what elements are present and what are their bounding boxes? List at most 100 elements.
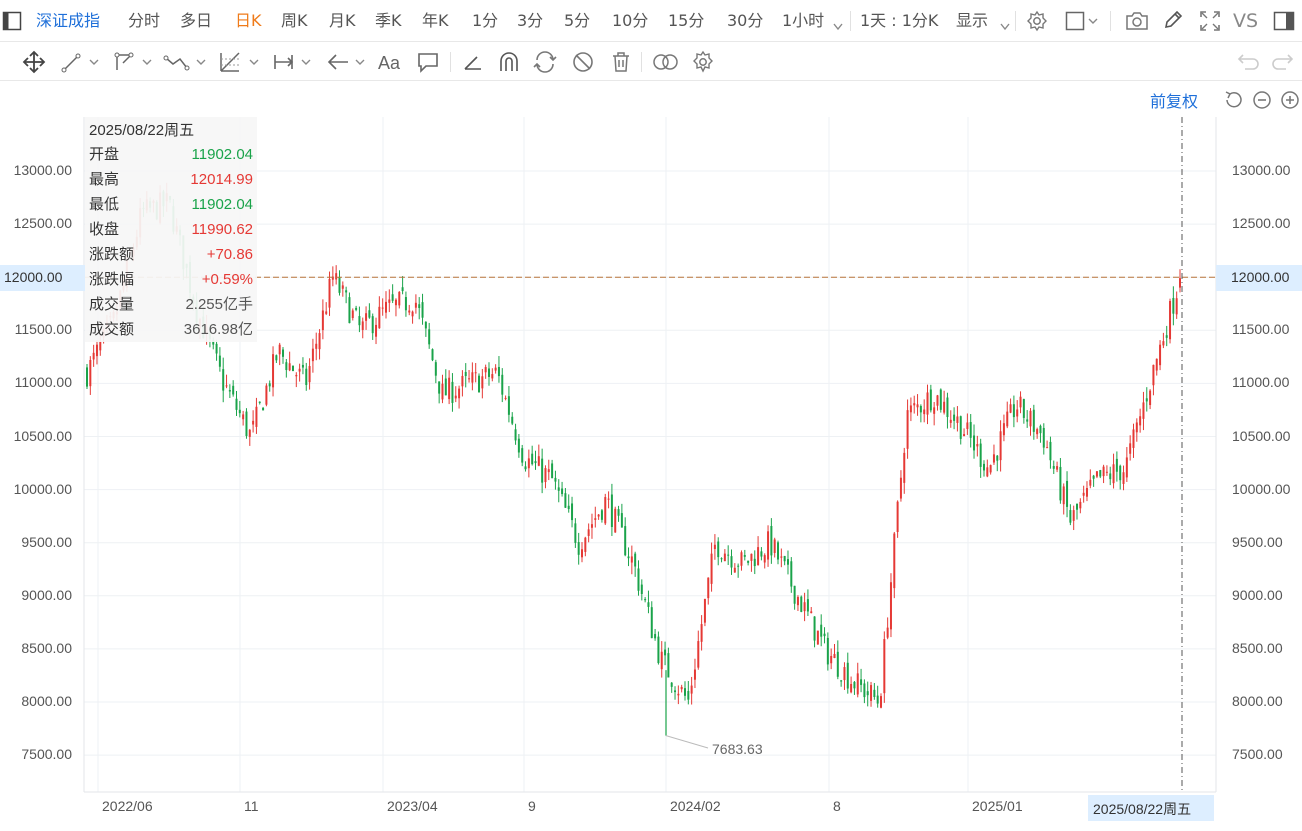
comment-icon[interactable] — [416, 50, 440, 74]
candle-body — [567, 505, 570, 510]
candle-body — [933, 407, 936, 414]
candle-body — [1105, 471, 1108, 473]
settings-gear-icon[interactable] — [1026, 10, 1048, 32]
info-row: 涨跌幅 +0.59% — [89, 267, 255, 292]
fullscreen-icon[interactable] — [1199, 10, 1221, 32]
candle-body — [860, 679, 863, 685]
candle-body — [561, 488, 564, 495]
candle-body — [936, 395, 939, 406]
x-tick: 9 — [528, 798, 536, 814]
tab-period-11[interactable]: 15分 — [668, 11, 705, 30]
candle-body — [228, 390, 231, 392]
redo-icon[interactable] — [1272, 51, 1296, 73]
candle-body — [597, 514, 600, 517]
text-tool-icon[interactable]: Aa — [377, 50, 405, 74]
adjust-mode-toggle[interactable]: 前复权 — [1150, 92, 1199, 111]
candle-body — [282, 349, 285, 357]
drawing-settings-gear-icon[interactable] — [691, 50, 715, 74]
candle-body — [939, 389, 942, 410]
candle-body — [242, 414, 245, 420]
candle-body — [899, 477, 902, 499]
tab-period-8[interactable]: 3分 — [517, 11, 544, 30]
candle-body — [1092, 475, 1095, 479]
candle-body — [880, 696, 883, 708]
candle-body — [664, 649, 667, 656]
tab-period-6[interactable]: 年K — [422, 11, 449, 30]
candle-body — [760, 551, 763, 557]
candle-body — [551, 463, 554, 479]
sidebar-toggle-icon[interactable] — [2, 11, 22, 31]
tab-period-7[interactable]: 1分 — [472, 11, 499, 30]
candle-body — [903, 452, 906, 483]
candle-body — [398, 291, 401, 306]
tab-period-5[interactable]: 季K — [375, 11, 402, 30]
wave-pattern-icon[interactable] — [163, 50, 209, 74]
y-tick-right: 12500.00 — [1232, 215, 1291, 232]
trash-icon[interactable] — [609, 50, 633, 74]
candle-body — [1056, 466, 1059, 470]
info-label: 开盘 — [89, 145, 120, 163]
side-panel-icon[interactable] — [1273, 10, 1295, 32]
candle-body — [946, 397, 949, 418]
candle-body — [647, 602, 650, 607]
candle-body — [531, 453, 534, 465]
candle-body — [727, 554, 730, 556]
tab-period-2[interactable]: 日K — [235, 11, 262, 30]
zoom-in-icon[interactable] — [1279, 89, 1301, 111]
display-dropdown[interactable]: 显示 — [956, 11, 989, 30]
candle-body — [630, 556, 633, 563]
move-icon[interactable] — [22, 50, 46, 74]
info-row: 成交额 3616.98亿 — [89, 317, 255, 342]
magnet-icon[interactable] — [497, 50, 521, 74]
polyline-icon[interactable] — [113, 50, 155, 74]
candle-body — [1042, 427, 1045, 448]
info-label: 成交额 — [89, 320, 135, 338]
mode-dropdown[interactable]: 1天 : 1分K — [860, 11, 939, 30]
tab-period-3[interactable]: 周K — [281, 11, 308, 30]
candle-body — [325, 311, 328, 314]
zoom-out-icon[interactable] — [1251, 89, 1273, 111]
info-date: 2025/08/22周五 — [89, 122, 195, 139]
candle-body — [501, 374, 504, 395]
period-toolbar: 深证成指 分时 多日 日K 周K 月K 季K 年K 1分 3分 5分 10分 1… — [0, 0, 1302, 42]
tab-period-9[interactable]: 5分 — [564, 11, 591, 30]
sync-drawings-icon[interactable] — [533, 50, 557, 74]
ray-line-icon[interactable] — [461, 50, 485, 74]
candle-body — [644, 599, 647, 601]
candle-body — [1135, 422, 1138, 433]
hour-dropdown[interactable]: 1小时 — [782, 11, 825, 30]
trend-line-icon[interactable] — [60, 50, 102, 74]
candle-body — [1109, 473, 1112, 480]
fibonacci-icon[interactable] — [218, 50, 262, 74]
camera-icon[interactable] — [1125, 10, 1149, 32]
candle-body — [384, 301, 387, 313]
tab-period-1[interactable]: 多日 — [180, 11, 213, 30]
color-square-icon[interactable] — [1065, 10, 1101, 32]
candle-body — [637, 568, 640, 591]
x-tick: 2022/06 — [102, 798, 153, 814]
candle-body — [268, 383, 271, 387]
overlay-compare-icon[interactable] — [652, 50, 680, 74]
reset-view-icon[interactable] — [1222, 89, 1244, 111]
pencil-icon[interactable] — [1162, 9, 1184, 31]
candle-body — [461, 375, 464, 387]
candle-body — [836, 651, 839, 677]
undo-icon[interactable] — [1235, 51, 1259, 73]
candle-body — [876, 695, 879, 704]
info-row: 收盘 11990.62 — [89, 217, 255, 242]
candle-body — [441, 383, 444, 400]
compare-vs-button[interactable]: VS — [1233, 10, 1259, 32]
candle-body — [464, 371, 467, 377]
arrow-left-icon[interactable] — [326, 50, 370, 74]
candle-body — [1029, 410, 1032, 427]
tab-period-12[interactable]: 30分 — [727, 11, 764, 30]
tab-period-0[interactable]: 分时 — [128, 11, 161, 30]
candle-body — [1145, 398, 1148, 402]
svg-text:Aa: Aa — [378, 53, 401, 73]
tab-period-10[interactable]: 10分 — [612, 11, 649, 30]
candle-body — [1032, 409, 1035, 432]
hide-drawings-icon[interactable] — [571, 50, 595, 74]
index-name[interactable]: 深证成指 — [36, 11, 101, 30]
tab-period-4[interactable]: 月K — [329, 11, 356, 30]
range-measure-icon[interactable] — [272, 50, 316, 74]
